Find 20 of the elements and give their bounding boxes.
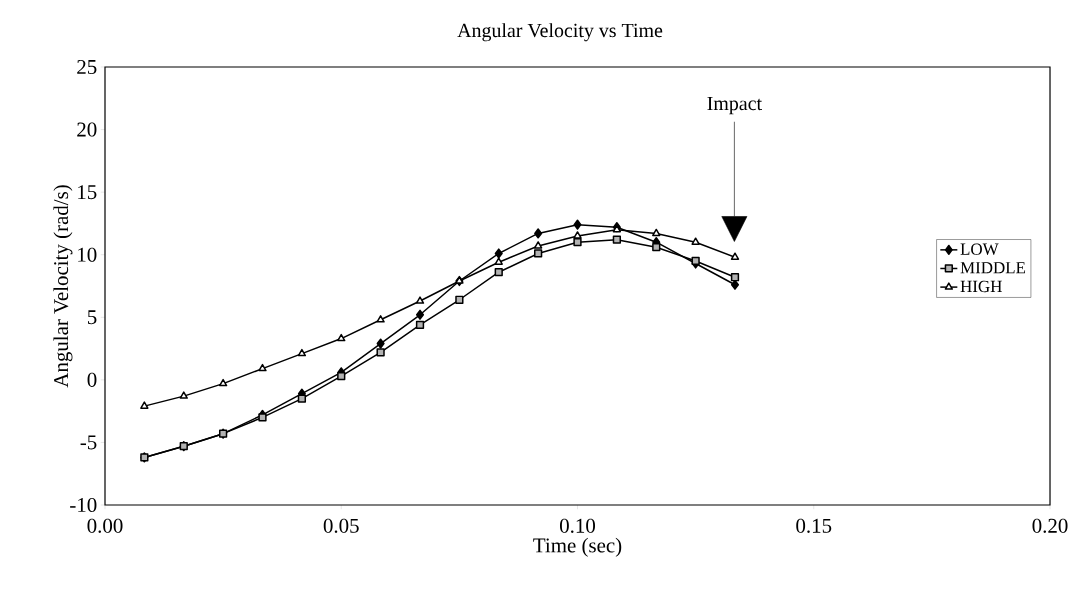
x-tick-label: 0.10: [560, 518, 596, 533]
legend-label: HIGH: [960, 280, 1002, 293]
y-tick-label: 20: [77, 122, 97, 137]
x-tick-label: 0.20: [1032, 518, 1068, 533]
annotation: Impact: [707, 96, 762, 115]
x-tick-label: 0.05: [323, 518, 359, 533]
y-tick-label: 15: [78, 185, 97, 200]
y-tick-label: -10: [70, 497, 97, 513]
y-tick-label: 5: [87, 310, 97, 325]
y-tick-label: 0: [87, 372, 97, 387]
y-axis-title: Angular Velocity (rad/s): [53, 185, 73, 388]
y-tick-label: -5: [80, 435, 97, 450]
legend-label: LOW: [960, 243, 999, 255]
chart-title: Angular Velocity vs Time: [457, 23, 663, 42]
x-tick-label: 0.15: [796, 518, 832, 533]
x-axis-title: Time (sec): [533, 537, 622, 557]
x-tick-label: 0.00: [87, 518, 123, 533]
y-tick-label: 25: [77, 59, 97, 75]
legend-label: MIDDLE: [960, 262, 1026, 274]
y-tick-label: 10: [78, 247, 97, 262]
